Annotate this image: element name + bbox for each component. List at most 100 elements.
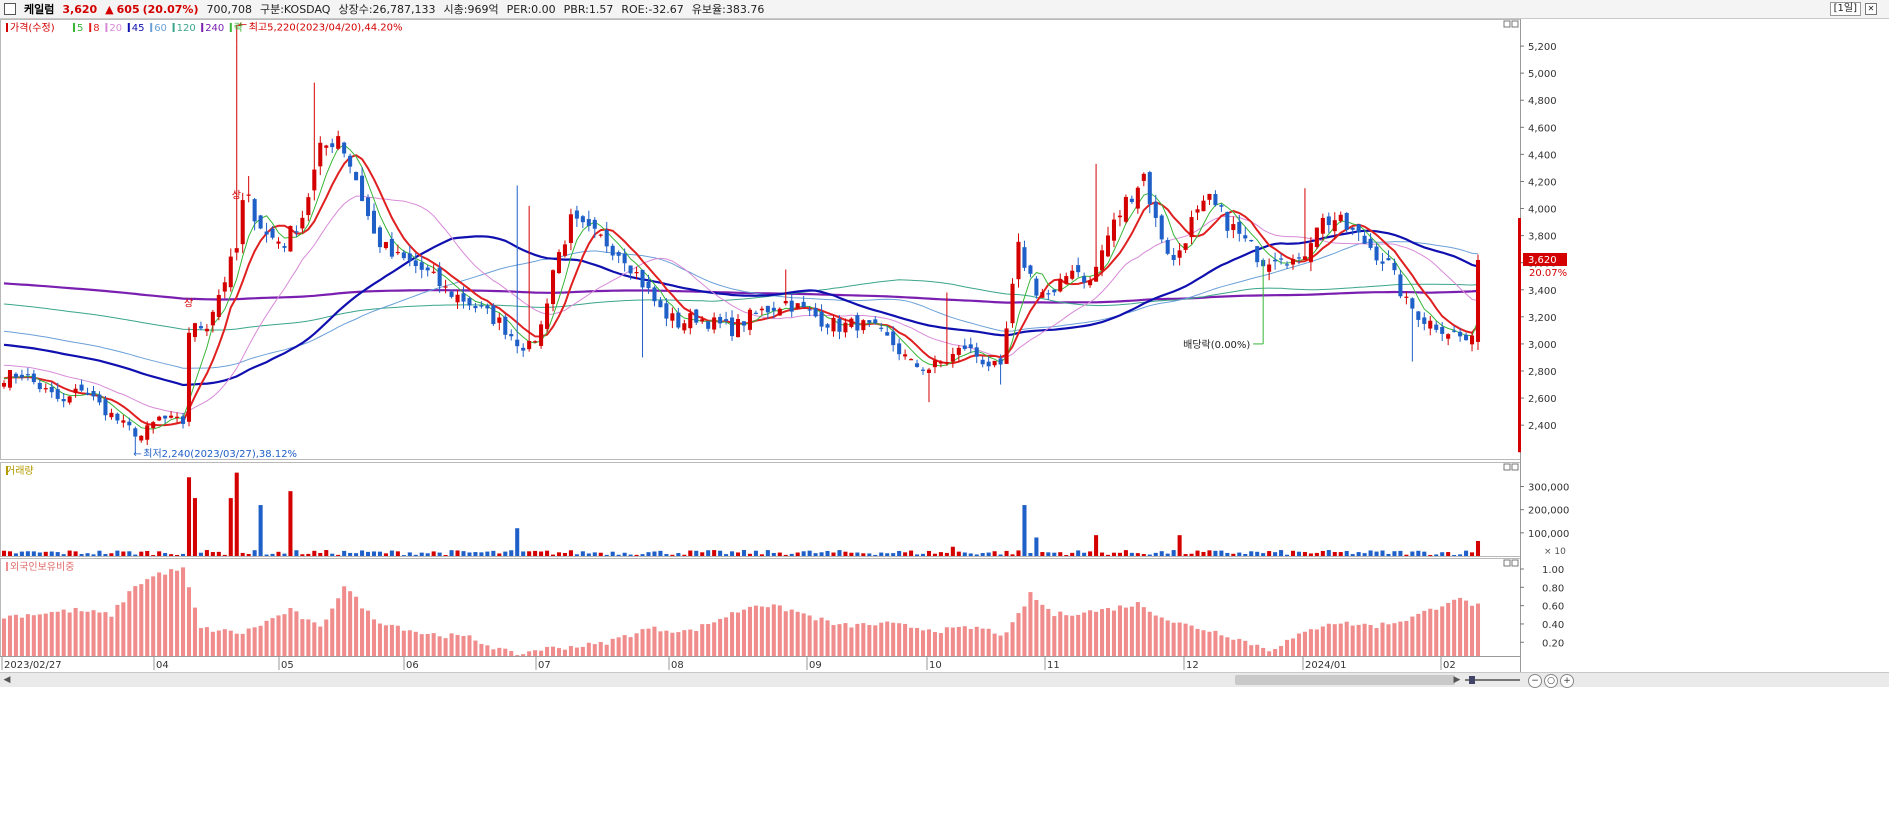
foreign-bar xyxy=(1231,639,1236,656)
volume-bar xyxy=(1338,552,1343,556)
candle-body xyxy=(801,301,806,307)
x-tick-label: 02 xyxy=(1443,660,1456,671)
foreign-bar xyxy=(407,630,412,656)
foreign-bar xyxy=(73,607,78,656)
price-tick-label: 3,800 xyxy=(1528,232,1557,243)
volume-bar xyxy=(491,550,496,556)
volume-bar xyxy=(330,553,335,556)
candle-body xyxy=(294,231,299,233)
close-icon[interactable]: ✕ xyxy=(1865,3,1877,15)
zoom-slider[interactable] xyxy=(1465,676,1520,684)
volume-bar xyxy=(91,554,96,556)
foreign-bar xyxy=(1016,613,1021,656)
volume-bar xyxy=(759,554,764,556)
volume-bar xyxy=(652,551,657,556)
checkbox-icon[interactable] xyxy=(4,3,16,15)
volume-bar xyxy=(622,552,627,556)
foreign-bar xyxy=(186,587,192,656)
volume-bar xyxy=(1201,551,1206,556)
price-tick-label: 3,000 xyxy=(1528,340,1557,351)
panel-close-icon[interactable] xyxy=(1511,559,1519,567)
foreign-bar xyxy=(330,608,335,656)
candle-body xyxy=(968,344,973,348)
volume-bar xyxy=(389,550,394,556)
foreign-bar xyxy=(175,570,180,656)
foreign-bar xyxy=(891,622,896,656)
zoom-in-icon[interactable]: + xyxy=(1560,674,1574,688)
foreign-bar xyxy=(342,586,347,656)
candle-body xyxy=(360,175,365,201)
foreign-bar xyxy=(944,627,949,656)
candle-body xyxy=(1100,250,1105,271)
foreign-bar xyxy=(1356,624,1361,656)
volume-bar xyxy=(31,551,36,556)
candle-body xyxy=(479,305,484,307)
volume-bar xyxy=(1326,550,1331,556)
candle-body xyxy=(1374,246,1379,261)
foreign-bar xyxy=(1201,630,1206,656)
candle-body xyxy=(1356,224,1361,233)
zoom-knob[interactable] xyxy=(1469,676,1475,684)
foreign-bar xyxy=(956,626,961,656)
candle-body xyxy=(545,303,550,329)
chart-scrollbar[interactable]: ◀ ▶ − ○ + xyxy=(0,672,1889,688)
zoom-out-icon[interactable]: − xyxy=(1528,674,1542,688)
period-selector[interactable]: [1일] xyxy=(1829,2,1861,16)
volume-bar xyxy=(443,555,448,556)
candle-body xyxy=(1344,212,1349,230)
candle-body xyxy=(694,309,699,323)
volume-bar xyxy=(992,551,997,556)
volume-bar xyxy=(1231,553,1236,556)
foreign-bar xyxy=(1028,592,1033,656)
volume-bar xyxy=(1153,552,1158,556)
foreign-bar xyxy=(712,622,717,656)
candle-body xyxy=(389,238,394,257)
volume-bar xyxy=(682,554,687,556)
volume-bar xyxy=(556,552,562,556)
candle-body xyxy=(1111,219,1117,241)
scroll-right-icon[interactable]: ▶ xyxy=(1453,675,1461,685)
volume-bar xyxy=(974,554,979,556)
stock-name[interactable]: 케일럼 xyxy=(24,3,55,16)
panel-close-icon[interactable] xyxy=(1511,20,1519,28)
panel-minimize-icon[interactable] xyxy=(1503,559,1511,567)
foreign-bar xyxy=(151,576,156,656)
zoom-reset-icon[interactable]: ○ xyxy=(1544,674,1558,688)
zoom-track xyxy=(1465,679,1520,681)
foreign-bar xyxy=(562,649,567,656)
candle-body xyxy=(1475,259,1481,342)
foreign-bar xyxy=(974,626,979,656)
candle-body xyxy=(509,334,514,337)
x-tick-label: 04 xyxy=(156,660,169,671)
foreign-bar xyxy=(1398,621,1403,656)
candle-body xyxy=(1410,298,1415,309)
legend-swatch xyxy=(6,23,8,32)
foreign-bar xyxy=(610,638,615,656)
foreign-bar xyxy=(574,647,579,656)
volume-bar xyxy=(1308,553,1313,556)
panel-minimize-icon[interactable] xyxy=(1503,20,1511,28)
candle-body xyxy=(1308,243,1313,263)
foreign-bar xyxy=(318,626,323,656)
volume-bar xyxy=(473,552,478,556)
scroll-thumb[interactable] xyxy=(1235,675,1455,685)
volume-bar xyxy=(324,550,329,556)
foreign-bar xyxy=(598,641,603,656)
foreign-bar xyxy=(950,627,955,656)
candle-body xyxy=(1183,243,1188,250)
foreign-bar xyxy=(1129,606,1134,656)
candle-body xyxy=(753,312,758,314)
candle-body xyxy=(1470,335,1475,345)
panel-close-icon[interactable] xyxy=(1511,463,1519,471)
panel-minimize-icon[interactable] xyxy=(1503,463,1511,471)
candle-body xyxy=(383,242,388,249)
foreign-bar xyxy=(133,586,138,656)
pbr-value: PBR:1.57 xyxy=(563,2,614,16)
volume-bar xyxy=(897,551,902,556)
candle-body xyxy=(634,272,639,274)
scroll-left-icon[interactable]: ◀ xyxy=(3,675,11,685)
volume-bar xyxy=(724,554,729,556)
volume-bar xyxy=(1064,555,1069,556)
candle-body xyxy=(956,347,961,355)
foreign-bar xyxy=(324,619,329,656)
